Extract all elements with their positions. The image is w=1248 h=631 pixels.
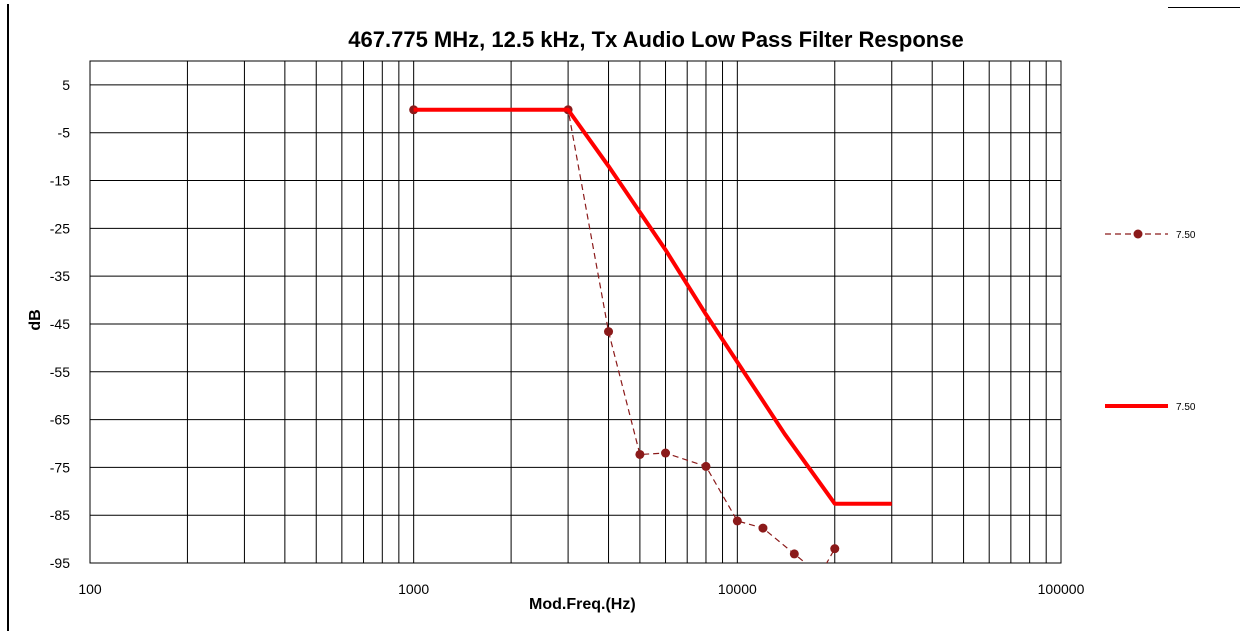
data-point — [789, 549, 799, 559]
x-tick-label: 1000 — [398, 581, 429, 597]
x-tick-label: 10000 — [718, 581, 757, 597]
y-tick-label: -65 — [50, 412, 70, 428]
y-tick-label: 5 — [62, 77, 70, 93]
series-line-0 — [413, 109, 836, 563]
chart-title: 467.775 MHz, 12.5 kHz, Tx Audio Low Pass… — [348, 27, 963, 52]
legend-label-1: 7.50 — [1176, 402, 1196, 413]
data-point — [701, 461, 711, 471]
legend-marker-0 — [1133, 229, 1143, 239]
data-point — [815, 570, 824, 579]
data-point — [604, 327, 614, 337]
y-tick-label: -25 — [50, 220, 70, 236]
y-tick-label: -45 — [50, 316, 70, 332]
y-tick-label: -85 — [50, 507, 70, 523]
grid — [89, 61, 1061, 564]
y-tick-label: -15 — [50, 173, 70, 189]
y-axis-label: dB — [27, 309, 44, 330]
legend: 7.50 7.50 — [1105, 229, 1196, 413]
y-tick-label: -75 — [50, 459, 70, 475]
y-tick-label: -55 — [50, 364, 70, 380]
data-point — [732, 516, 742, 526]
series-layer — [409, 105, 892, 579]
x-axis-label: Mod.Freq.(Hz) — [529, 596, 636, 613]
data-point — [661, 448, 671, 458]
frame-left-border — [7, 4, 9, 631]
y-tick-label: -5 — [58, 125, 71, 141]
series-line-1 — [413, 107, 892, 506]
data-point — [635, 449, 645, 459]
x-tick-label: 100000 — [1038, 581, 1085, 597]
y-tick-label: -95 — [50, 555, 70, 571]
data-point — [830, 544, 840, 554]
frame-top-right-border — [1168, 7, 1240, 8]
x-tick-label: 100 — [78, 581, 102, 597]
data-point — [758, 523, 768, 533]
y-tick-label: -35 — [50, 268, 70, 284]
y-tick-labels: 5 -5 -15 -25 -35 -45 -55 -65 -75 -85 -95 — [50, 77, 70, 571]
x-tick-labels: 100 1000 10000 100000 — [78, 581, 1084, 597]
plot-area-border — [89, 60, 1062, 564]
legend-label-0: 7.50 — [1176, 230, 1196, 241]
